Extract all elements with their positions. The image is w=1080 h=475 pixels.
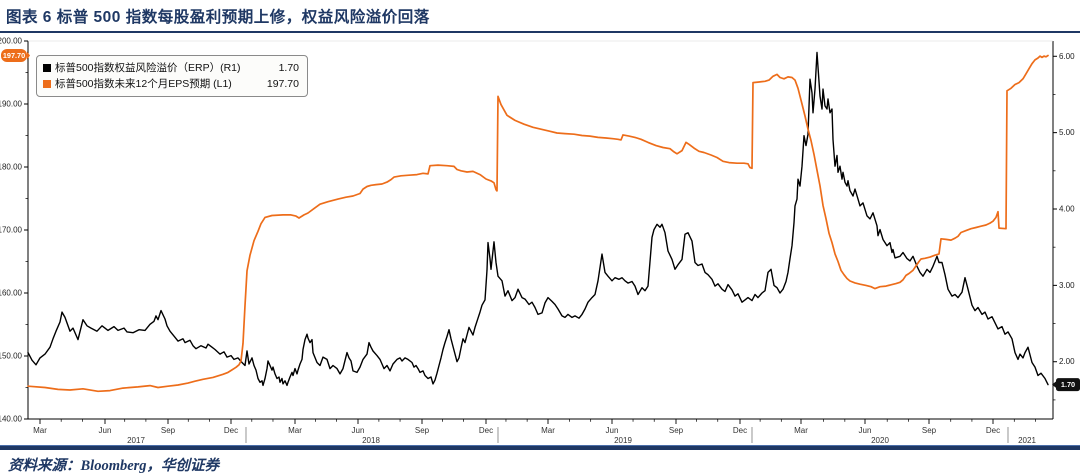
x-axis-month-label: Sep bbox=[669, 426, 684, 435]
eps-value-badge bbox=[1, 48, 27, 62]
x-axis-year-label: 2021 bbox=[1018, 436, 1036, 445]
eps-series-marker-icon bbox=[43, 80, 51, 88]
figure-bottom-rule bbox=[0, 445, 1080, 450]
legend-label: 标普500指数未来12个月EPS预期 (L1) bbox=[55, 78, 232, 90]
x-axis-month-label: Jun bbox=[859, 426, 872, 435]
legend-item-eps: 标普500指数未来12个月EPS预期 (L1) 197.70 bbox=[43, 76, 299, 92]
x-axis-year-label: 2018 bbox=[362, 436, 380, 445]
erp-line-series bbox=[27, 51, 1049, 387]
right-axis-tick-label: 2.00 bbox=[1059, 357, 1075, 366]
eps-badge-label: 197.70 bbox=[3, 51, 25, 60]
x-axis-month-label: Dec bbox=[733, 426, 747, 435]
chart-legend: 标普500指数权益风险溢价（ERP）(R1) 1.70 标普500指数未来12个… bbox=[36, 55, 308, 97]
x-axis-year-label: 2017 bbox=[127, 436, 145, 445]
figure-source: 资料来源：Bloomberg，华创证券 bbox=[8, 458, 220, 474]
x-axis-month-label: Jun bbox=[99, 426, 112, 435]
x-axis-year-label: 2020 bbox=[871, 436, 889, 445]
x-axis-month-label: Mar bbox=[794, 426, 808, 435]
x-axis-year-label: 2019 bbox=[614, 436, 632, 445]
erp-value-badge bbox=[1056, 378, 1080, 392]
figure-header: 图表 6 标普 500 指数每股盈利预期上修，权益风险溢价回落 bbox=[0, 0, 1080, 33]
x-axis-month-label: Jun bbox=[352, 426, 365, 435]
x-axis-month-label: Mar bbox=[33, 426, 47, 435]
legend-value: 197.70 bbox=[266, 78, 299, 90]
left-axis-tick-label: 160.00 bbox=[0, 289, 23, 298]
x-axis-month-label: Dec bbox=[986, 426, 1000, 435]
right-axis-tick-label: 5.00 bbox=[1059, 128, 1075, 137]
x-axis-month-label: Dec bbox=[479, 426, 493, 435]
erp-series-marker-icon bbox=[43, 64, 51, 72]
x-axis-month-label: Sep bbox=[922, 426, 937, 435]
chart-area: 200.00 190.00 180.00 170.00 160.00 150.00 140.… bbox=[0, 33, 1080, 445]
figure-title: 图表 6 标普 500 指数每股盈利预期上修，权益风险溢价回落 bbox=[6, 9, 430, 26]
x-axis-month-label: Dec bbox=[224, 426, 238, 435]
left-axis-tick-label: 140.00 bbox=[0, 415, 23, 424]
legend-value: 1.70 bbox=[278, 62, 299, 74]
legend-item-erp: 标普500指数权益风险溢价（ERP）(R1) 1.70 bbox=[43, 60, 299, 76]
left-axis-tick-label: 170.00 bbox=[0, 226, 23, 235]
right-axis-tick-label: 3.00 bbox=[1059, 281, 1075, 290]
left-axis-tick-label: 190.00 bbox=[0, 100, 23, 109]
x-axis-month-label: Mar bbox=[288, 426, 302, 435]
eps-line-series bbox=[27, 54, 1049, 393]
legend-label: 标普500指数权益风险溢价（ERP）(R1) bbox=[55, 62, 241, 74]
left-axis-tick-label: 150.00 bbox=[0, 352, 23, 361]
left-axis-tick-label: 180.00 bbox=[0, 163, 23, 172]
right-axis-tick-label: 6.00 bbox=[1059, 52, 1075, 61]
erp-badge-label: 1.70 bbox=[1061, 380, 1075, 389]
right-axis-tick-label: 4.00 bbox=[1059, 205, 1075, 214]
left-axis-tick-label: 200.00 bbox=[0, 37, 23, 46]
chart-canvas: 200.00 190.00 180.00 170.00 160.00 150.00 140.… bbox=[0, 37, 1080, 445]
x-axis-month-label: Jun bbox=[606, 426, 619, 435]
x-axis-month-label: Mar bbox=[541, 426, 555, 435]
x-axis-month-label: Sep bbox=[415, 426, 430, 435]
x-axis-month-label: Sep bbox=[161, 426, 176, 435]
